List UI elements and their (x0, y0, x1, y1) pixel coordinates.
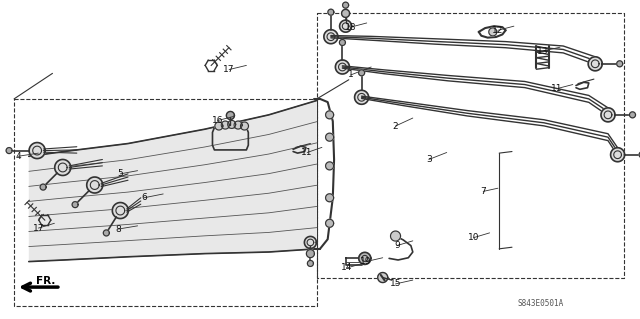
Polygon shape (29, 143, 45, 159)
Polygon shape (342, 2, 349, 8)
Text: FR.: FR. (36, 276, 56, 286)
Polygon shape (342, 9, 349, 18)
Polygon shape (87, 177, 102, 193)
Text: 15: 15 (390, 279, 401, 288)
Polygon shape (221, 121, 229, 129)
Polygon shape (390, 231, 401, 241)
Text: 1: 1 (348, 70, 353, 79)
Polygon shape (340, 20, 351, 32)
Polygon shape (588, 57, 602, 71)
Text: 11: 11 (551, 84, 563, 93)
Polygon shape (228, 120, 236, 129)
Text: 6: 6 (141, 193, 147, 202)
Text: 10: 10 (468, 233, 479, 242)
Text: 14: 14 (341, 263, 353, 272)
Polygon shape (611, 148, 625, 162)
Polygon shape (489, 28, 497, 36)
Polygon shape (326, 133, 333, 141)
Text: 12: 12 (492, 26, 504, 35)
Text: 19: 19 (360, 257, 372, 266)
Text: 13: 13 (537, 47, 548, 56)
Polygon shape (103, 230, 109, 236)
Polygon shape (55, 160, 70, 175)
Text: 4: 4 (15, 152, 20, 161)
Polygon shape (359, 252, 371, 264)
PathPatch shape (29, 100, 317, 262)
Text: 2: 2 (393, 122, 398, 130)
Text: 11: 11 (301, 148, 313, 157)
Polygon shape (639, 152, 640, 158)
Polygon shape (113, 203, 128, 219)
Polygon shape (307, 249, 314, 258)
Polygon shape (6, 148, 12, 153)
Polygon shape (328, 9, 334, 15)
Polygon shape (326, 194, 333, 202)
Polygon shape (326, 111, 333, 119)
Polygon shape (335, 60, 349, 74)
Text: 8: 8 (116, 225, 121, 234)
Polygon shape (358, 70, 365, 76)
Polygon shape (326, 219, 333, 227)
Polygon shape (215, 122, 223, 130)
Text: 7: 7 (481, 187, 486, 196)
Polygon shape (617, 61, 623, 67)
Polygon shape (324, 30, 338, 44)
Polygon shape (355, 90, 369, 104)
Text: S843E0501A: S843E0501A (518, 299, 564, 308)
Polygon shape (326, 162, 333, 170)
Polygon shape (72, 202, 78, 208)
Polygon shape (339, 40, 346, 46)
Polygon shape (227, 111, 234, 120)
Text: 17: 17 (223, 65, 235, 74)
Polygon shape (630, 112, 636, 118)
Text: 18: 18 (345, 23, 356, 32)
Text: 17: 17 (33, 224, 44, 233)
Polygon shape (378, 272, 388, 283)
Polygon shape (307, 260, 314, 266)
Text: 16: 16 (212, 116, 223, 125)
Polygon shape (601, 108, 615, 122)
Text: 9: 9 (394, 241, 399, 250)
Polygon shape (234, 121, 242, 129)
Text: 3: 3 (426, 155, 431, 164)
Polygon shape (241, 122, 248, 130)
Polygon shape (40, 184, 46, 190)
Polygon shape (305, 236, 316, 249)
Text: 5: 5 (118, 169, 123, 178)
